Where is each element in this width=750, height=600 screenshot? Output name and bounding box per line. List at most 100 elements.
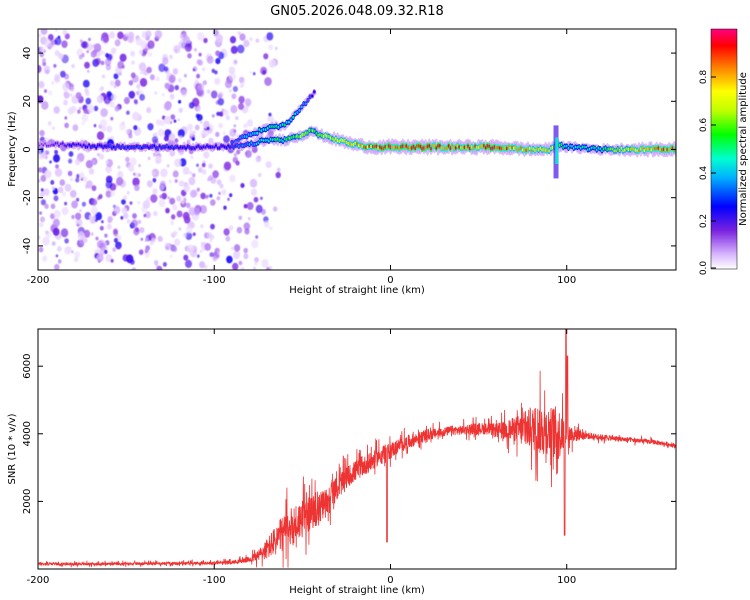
- spectrogram-track-core: [565, 144, 568, 148]
- spectrogram-branch-core: [287, 120, 291, 124]
- spectrogram-x-tick-label: 0: [387, 275, 393, 286]
- spectrogram-noise-blob: [233, 244, 241, 252]
- spectrogram-noise-blob: [109, 190, 116, 197]
- spectrogram-noise-blob: [111, 93, 117, 101]
- spectrogram-noise-blob: [59, 179, 66, 186]
- spectrogram-noise-blob: [177, 78, 182, 83]
- spectrogram-noise-blob: [38, 248, 41, 252]
- spectrogram-noise-blob: [93, 105, 99, 112]
- spectrogram-noise-blob: [233, 153, 237, 157]
- spectrogram-track-core: [368, 144, 371, 148]
- spectrogram-noise-blob: [242, 80, 245, 84]
- spectrogram-track-core: [225, 146, 228, 149]
- spectrogram-noise-blob: [168, 179, 172, 184]
- spectrogram-noise-blob: [123, 195, 128, 201]
- spectrogram-track-core: [444, 146, 446, 151]
- spectrogram-track-core: [199, 146, 202, 149]
- spectrogram-noise-blob: [157, 235, 163, 242]
- spectrogram-track-core: [401, 144, 404, 149]
- spectrogram-noise-blob: [90, 198, 98, 206]
- spectrogram-track-core: [105, 145, 108, 148]
- spectrogram-noise-blob: [232, 86, 238, 92]
- spectrogram-noise-blob: [126, 254, 134, 264]
- spectrogram-track-core: [171, 145, 173, 149]
- spectrogram-noise-blob: [54, 37, 62, 46]
- spectrogram-noise-blob: [105, 180, 113, 189]
- spectrogram-noise-blob: [128, 90, 136, 99]
- spectrogram-noise-blob: [100, 60, 105, 66]
- spectrogram-noise-blob: [228, 72, 237, 81]
- spectrogram-track-core: [95, 146, 98, 149]
- spectrogram-track-core: [451, 144, 454, 148]
- spectrogram-noise-blob: [102, 35, 110, 43]
- spectrogram-noise-blob: [185, 225, 193, 234]
- spectrogram-x-ticks: -200 -100 0 100: [27, 29, 576, 286]
- spectrogram-track-core: [419, 144, 422, 149]
- spectrogram-x-tick-label: -100: [203, 275, 226, 286]
- spectrogram-noise-blob: [76, 174, 80, 179]
- spectrogram-track-core: [336, 139, 339, 143]
- spectrogram-noise-blob: [201, 67, 206, 72]
- spectrogram-noise-blob: [159, 119, 165, 127]
- spectrogram-track-core: [461, 145, 464, 150]
- spectrogram-noise-blob: [208, 137, 214, 145]
- spectrogram-noise-blob: [135, 37, 143, 46]
- spectrogram-noise-blob: [81, 113, 89, 122]
- spectrogram-noise-blob: [218, 122, 224, 129]
- spectrogram-noise-blob: [268, 59, 276, 68]
- spectrogram-noise-blob: [165, 207, 170, 214]
- spectrogram-noise-blob: [74, 251, 81, 259]
- spectrogram-noise-blob: [189, 171, 193, 175]
- spectrogram-noise-blob: [95, 236, 99, 241]
- spectrogram-noise-blob: [262, 70, 266, 75]
- spectrogram-branch-core: [311, 94, 314, 98]
- spectrogram-noise-blob: [151, 237, 156, 244]
- spectrogram-noise-blob: [246, 202, 254, 210]
- spectrogram-noise-blob: [247, 217, 251, 221]
- spectrogram-noise-blob: [110, 116, 114, 121]
- spectrogram-track-core: [636, 149, 639, 153]
- spectrogram-noise-blob: [194, 78, 200, 85]
- spectrogram-track-core: [454, 146, 457, 150]
- spectrogram-noise-blob: [203, 151, 210, 159]
- spectrogram-noise-blob: [167, 196, 171, 200]
- spectrogram-track-core: [317, 134, 320, 137]
- spectrogram-track-core: [299, 134, 302, 139]
- spectrogram-track-core: [186, 145, 189, 148]
- spectrogram-noise-blob: [210, 223, 215, 230]
- spectrogram-noise-blob: [242, 108, 247, 113]
- spectrogram-noise-blob: [183, 35, 190, 44]
- spectrogram-noise-blob: [40, 199, 47, 206]
- spectrogram-noise-blob: [106, 125, 113, 133]
- spectrogram-track-core: [511, 145, 513, 150]
- spectrogram-noise-blob: [75, 212, 82, 220]
- spectrogram-track-core: [282, 139, 284, 143]
- spectrogram-noise-blob: [79, 172, 85, 179]
- spectrogram-noise-blob: [131, 267, 137, 270]
- spectrogram-track-core: [604, 146, 607, 150]
- spectrogram-track-core: [602, 147, 605, 151]
- spectrogram-noise-blob: [53, 209, 61, 219]
- spectrogram-noise-blob: [249, 178, 258, 188]
- spectrogram-track: [38, 125, 676, 158]
- spectrogram-noise-blob: [93, 215, 96, 219]
- spectrogram-branch-core: [306, 99, 310, 102]
- spectrogram-track-core: [178, 146, 180, 150]
- spectrogram-noise-blob: [192, 173, 196, 178]
- spectrogram-noise-blob: [261, 259, 269, 268]
- spectrogram-noise-blob: [74, 158, 81, 166]
- spectrogram-track-core: [491, 146, 494, 150]
- spectrogram-noise-blob: [39, 129, 45, 137]
- spectrogram-noise-blob: [183, 232, 187, 238]
- spectrogram-noise-blob: [85, 90, 90, 97]
- spectrogram-noise-blob: [39, 46, 45, 52]
- spectrogram-noise-blob: [162, 262, 167, 267]
- spectrogram-noise-blob: [176, 210, 183, 218]
- spectrogram-track-core: [615, 149, 617, 153]
- spectrogram-noise-blob: [100, 108, 108, 118]
- spectrogram-noise-blob: [40, 188, 44, 192]
- spectrogram-track-core: [88, 143, 90, 146]
- spectrogram-noise-blob: [82, 237, 88, 244]
- spectrogram-noise-blob: [249, 37, 253, 42]
- spectrogram-track-core: [144, 145, 147, 148]
